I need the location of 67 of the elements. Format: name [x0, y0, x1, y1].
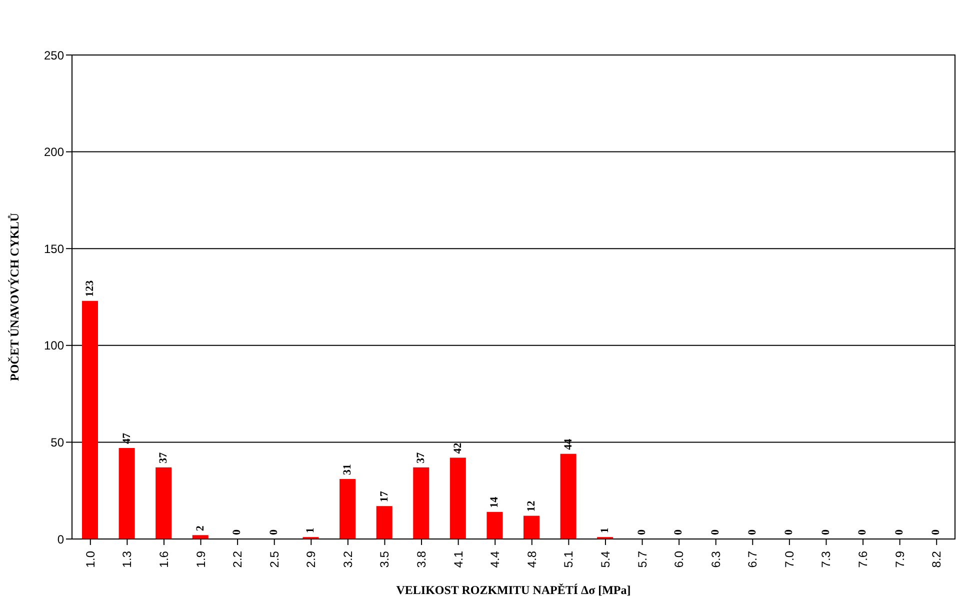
x-axis-title: VELIKOST ROZKMITU NAPĚTÍ Δσ [MPa] [396, 583, 631, 597]
x-tick-label: 3.2 [340, 550, 355, 568]
data-label: 44 [562, 438, 574, 450]
bar [413, 467, 430, 539]
x-tick-label: 3.5 [378, 550, 392, 568]
data-label: 37 [415, 452, 428, 464]
x-tick-label: 6.3 [708, 550, 723, 568]
bar [486, 512, 503, 539]
x-tick-label: 2.5 [267, 550, 282, 568]
data-label: 123 [84, 280, 96, 297]
data-label: 37 [158, 452, 170, 464]
x-tick-label: 7.3 [819, 550, 834, 568]
x-tick-label: 1.6 [156, 550, 171, 568]
y-tick-label: 200 [44, 145, 64, 160]
data-label: 0 [268, 529, 280, 535]
x-tick-label: 4.8 [524, 550, 539, 568]
bar [376, 506, 392, 539]
x-tick-label: 5.7 [635, 550, 650, 568]
bar [340, 478, 356, 539]
x-tick-label: 1.0 [83, 550, 98, 568]
y-tick-label: 100 [44, 338, 64, 353]
x-tick-label: 8.2 [930, 550, 944, 568]
data-label: 0 [672, 529, 685, 535]
data-label: 0 [930, 529, 942, 535]
bar [192, 535, 208, 539]
y-tick-label: 250 [44, 48, 64, 62]
x-tick-label: 6.7 [746, 550, 760, 568]
x-tick-label: 7.0 [782, 550, 796, 568]
data-label: 12 [526, 500, 538, 512]
bar [82, 300, 98, 539]
data-label: 0 [893, 529, 906, 535]
bar [560, 454, 576, 539]
data-label: 2 [194, 525, 206, 532]
x-tick-label: 7.9 [892, 550, 907, 568]
bar [524, 516, 540, 539]
data-label: 0 [636, 529, 648, 535]
data-label: 0 [820, 529, 832, 535]
y-tick-label: 0 [57, 532, 64, 546]
x-tick-label: 4.4 [488, 550, 502, 568]
data-label: 14 [488, 496, 501, 508]
data-label: 1 [304, 528, 317, 534]
x-tick-label: 5.1 [562, 550, 576, 568]
data-label: 0 [783, 529, 796, 535]
x-tick-label: 2.9 [304, 550, 318, 568]
x-tick-label: 1.3 [120, 550, 134, 568]
data-label: 17 [378, 490, 390, 502]
data-label: 0 [709, 529, 722, 535]
data-label: 31 [342, 464, 354, 475]
bar [156, 467, 172, 539]
bar [450, 458, 466, 539]
x-tick-label: 5.4 [598, 550, 612, 568]
x-tick-label: 2.2 [230, 550, 245, 568]
x-tick-label: 1.9 [194, 550, 208, 568]
x-tick-label: 7.6 [856, 550, 870, 568]
data-label: 1 [599, 528, 612, 534]
y-tick-label: 150 [44, 242, 64, 256]
data-label: 42 [452, 442, 464, 454]
y-axis-title: POČET ÚNAVOVÝCH CYKLŮ [7, 212, 22, 381]
data-label: 0 [856, 529, 869, 535]
x-tick-label: 4.1 [451, 550, 466, 568]
x-tick-label: 6.0 [672, 550, 686, 568]
data-label: 0 [746, 529, 758, 535]
y-tick-label: 50 [50, 435, 64, 450]
data-label: 47 [120, 432, 133, 444]
data-label: 0 [231, 529, 244, 535]
x-tick-label: 3.8 [414, 550, 429, 568]
bar [118, 448, 135, 539]
